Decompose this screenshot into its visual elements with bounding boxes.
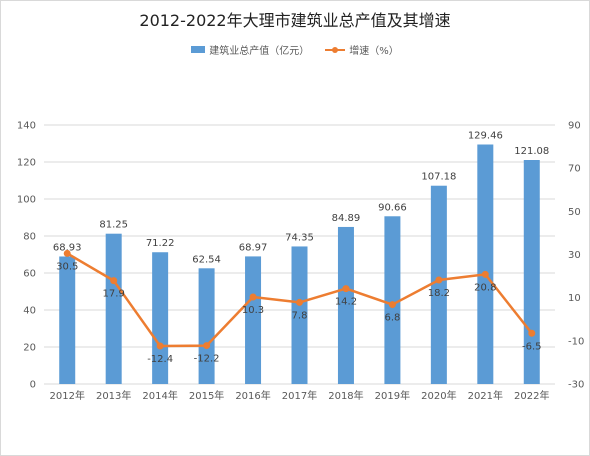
growth-point bbox=[296, 298, 303, 306]
x-tick-label: 2017年 bbox=[282, 389, 317, 402]
growth-point bbox=[388, 301, 396, 309]
y-right-tick-label: -10 bbox=[568, 336, 584, 347]
bar bbox=[384, 216, 401, 384]
y-right-tick-label: 90 bbox=[568, 121, 581, 132]
x-tick-label: 2012年 bbox=[50, 389, 85, 402]
legend-item-growth: 增速（%） bbox=[325, 42, 399, 57]
growth-data-label: -12.2 bbox=[194, 354, 220, 365]
growth-data-label: 18.2 bbox=[428, 288, 450, 299]
x-tick-label: 2018年 bbox=[328, 389, 363, 402]
y-right-tick-label: 10 bbox=[568, 293, 581, 304]
y-left-tick-label: 140 bbox=[17, 121, 36, 132]
bar bbox=[198, 268, 215, 384]
legend-output-label: 建筑业总产值（亿元） bbox=[209, 46, 310, 57]
growth-point bbox=[342, 285, 350, 293]
growth-data-label: 10.3 bbox=[242, 305, 264, 316]
legend-line-swatch bbox=[325, 45, 346, 55]
bar-data-label: 129.46 bbox=[468, 130, 503, 141]
bar-data-label: 68.97 bbox=[239, 242, 268, 253]
x-tick-label: 2016年 bbox=[235, 389, 270, 402]
bar-data-label: 68.93 bbox=[53, 242, 82, 253]
x-tick-label: 2022年 bbox=[514, 389, 549, 402]
growth-point bbox=[203, 342, 211, 350]
bar bbox=[152, 252, 169, 384]
growth-data-label: -12.4 bbox=[147, 354, 173, 365]
growth-data-label: 14.2 bbox=[335, 297, 357, 308]
growth-point bbox=[435, 276, 443, 284]
bar bbox=[245, 256, 262, 384]
legend: 建筑业总产值（亿元） 增速（%） bbox=[0, 42, 590, 57]
growth-data-label: 30.5 bbox=[56, 261, 78, 272]
y-right-tick-label: 30 bbox=[568, 250, 581, 261]
x-tick-label: 2014年 bbox=[142, 389, 177, 402]
bar bbox=[59, 256, 76, 384]
y-right-tick-label: 70 bbox=[568, 164, 581, 175]
growth-data-label: 20.8 bbox=[474, 282, 496, 293]
x-tick-label: 2015年 bbox=[189, 389, 224, 402]
legend-bar-swatch bbox=[191, 46, 206, 53]
bar-data-label: 84.89 bbox=[332, 213, 361, 224]
y-right-tick-label: -30 bbox=[568, 380, 584, 391]
growth-data-label: 7.8 bbox=[292, 310, 308, 321]
chart-title: 2012-2022年大理市建筑业总产值及其增速 bbox=[139, 11, 451, 30]
legend-growth-label: 增速（%） bbox=[349, 46, 399, 57]
bar bbox=[430, 185, 447, 384]
x-tick-label: 2021年 bbox=[468, 389, 503, 402]
y-left-tick-label: 40 bbox=[23, 306, 36, 317]
bar bbox=[105, 233, 122, 384]
x-tick-label: 2019年 bbox=[375, 389, 410, 402]
y-left-tick-label: 100 bbox=[17, 195, 36, 206]
growth-point bbox=[249, 293, 257, 301]
y-left-tick-label: 0 bbox=[30, 380, 36, 391]
bar-data-label: 121.08 bbox=[514, 146, 549, 157]
bar-data-label: 90.66 bbox=[378, 202, 407, 213]
bar-data-label: 62.54 bbox=[192, 254, 221, 265]
x-tick-label: 2013年 bbox=[96, 389, 131, 402]
growth-data-label: 6.8 bbox=[384, 313, 400, 324]
y-left-tick-label: 60 bbox=[23, 269, 36, 280]
y-left-tick-label: 120 bbox=[17, 158, 36, 169]
x-tick-label: 2020年 bbox=[421, 389, 456, 402]
growth-point bbox=[63, 249, 71, 257]
growth-point bbox=[110, 277, 118, 285]
growth-data-label: -6.5 bbox=[522, 341, 542, 352]
bar-data-label: 71.22 bbox=[146, 238, 175, 249]
y-left-tick-label: 20 bbox=[23, 343, 36, 354]
y-left-tick-label: 80 bbox=[23, 232, 36, 243]
bar-data-label: 74.35 bbox=[285, 232, 314, 243]
y-right-tick-label: 50 bbox=[568, 207, 581, 218]
growth-point bbox=[156, 342, 164, 350]
bar-data-label: 107.18 bbox=[421, 172, 456, 183]
bar bbox=[477, 144, 494, 384]
bar bbox=[291, 246, 308, 384]
bar-data-label: 81.25 bbox=[99, 220, 128, 231]
bar bbox=[337, 226, 354, 384]
legend-item-output: 建筑业总产值（亿元） bbox=[191, 42, 309, 57]
growth-point bbox=[481, 270, 489, 278]
growth-data-label: 17.9 bbox=[103, 289, 125, 300]
growth-point bbox=[528, 329, 536, 337]
